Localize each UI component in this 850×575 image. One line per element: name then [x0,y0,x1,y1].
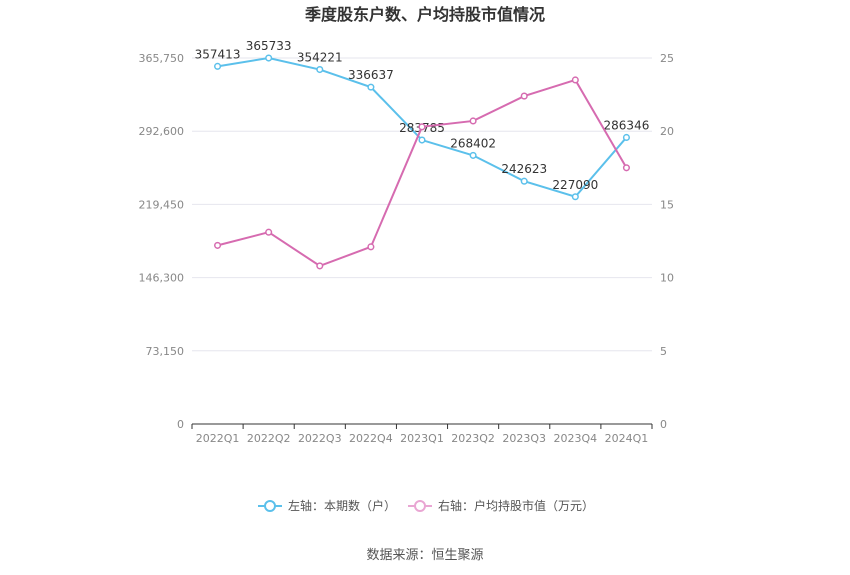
x-axis: 2022Q1 2022Q2 2022Q3 2022Q4 2023Q1 2023Q2 2023… [191,424,653,445]
data-point [418,136,426,144]
left-axis-tick-label: 219,450 [139,198,185,211]
data-point [265,54,273,62]
x-axis-tick-label: 2023Q1 [400,432,444,445]
data-label: 268402 [450,136,496,150]
x-axis-tick-label: 2023Q2 [451,432,495,445]
data-point [418,123,426,131]
legend-marker-series-2 [414,500,426,512]
right-axis-tick-label: 5 [660,345,667,358]
x-axis-tick-label: 2022Q4 [349,432,393,445]
x-axis-tick-label: 2022Q2 [247,432,291,445]
legend[interactable]: 左轴：本期数（户） 右轴：户均持股市值（万元） [258,498,594,513]
data-point [214,62,222,70]
series-layer: 3574133657333542213366372837852684022426… [195,39,650,270]
series-1: 3574133657333542213366372837852684022426… [195,39,650,201]
legend-label-series-1: 左轴：本期数（户） [288,498,396,513]
source-note: 数据来源：恒生聚源 [366,548,483,563]
right-axis-tick-label: 15 [660,198,674,211]
data-point [571,193,579,201]
right-axis-tick-label: 20 [660,125,674,138]
data-point [214,241,222,249]
x-axis-tick-label: 2024Q1 [605,432,649,445]
left-axis-tick-label: 146,300 [139,272,185,285]
data-point [622,164,630,172]
data-point [520,92,528,100]
data-label: 357413 [195,47,241,61]
data-label: 336637 [348,68,394,82]
data-point [469,151,477,159]
legend-marker-series-1 [264,500,276,512]
legend-label-series-2: 右轴：户均持股市值（万元） [438,498,594,513]
data-point [265,228,273,236]
left-axis-tick-label: 0 [177,418,184,431]
right-axis-tick-label: 10 [660,272,674,285]
data-label: 286346 [604,118,650,132]
data-point [571,76,579,84]
x-axis-tick-label: 2022Q1 [196,432,240,445]
left-axis-tick-label: 365,750 [139,52,185,65]
data-label: 227090 [552,178,598,192]
x-axis-tick-label: 2022Q3 [298,432,342,445]
chart-title: 季度股东户数、户均持股市值情况 [304,5,545,24]
legend-item-series-2[interactable]: 右轴：户均持股市值（万元） [408,498,594,513]
legend-item-series-1[interactable]: 左轴：本期数（户） [258,498,396,513]
data-label: 365733 [246,39,292,53]
data-point [316,65,324,74]
data-point [622,133,630,142]
right-axis: 0 5 10 15 20 25 [660,52,674,431]
grid [192,57,652,425]
data-point [367,243,375,251]
data-label: 354221 [297,51,343,65]
data-point [367,83,375,91]
x-axis-tick-label: 2023Q4 [554,432,598,445]
x-axis-tick-label: 2023Q3 [502,432,546,445]
data-point [469,117,477,125]
data-point [520,177,528,185]
left-axis-tick-label: 73,150 [146,345,185,358]
right-axis-tick-label: 0 [660,418,667,431]
left-axis: 0 73,150 146,300 219,450 292,600 365,750 [139,52,185,431]
series-line [217,78,628,268]
series-2 [214,76,630,270]
data-point [316,262,324,270]
left-axis-tick-label: 292,600 [139,125,185,138]
right-axis-tick-label: 25 [660,52,674,65]
data-label: 242623 [501,162,547,176]
